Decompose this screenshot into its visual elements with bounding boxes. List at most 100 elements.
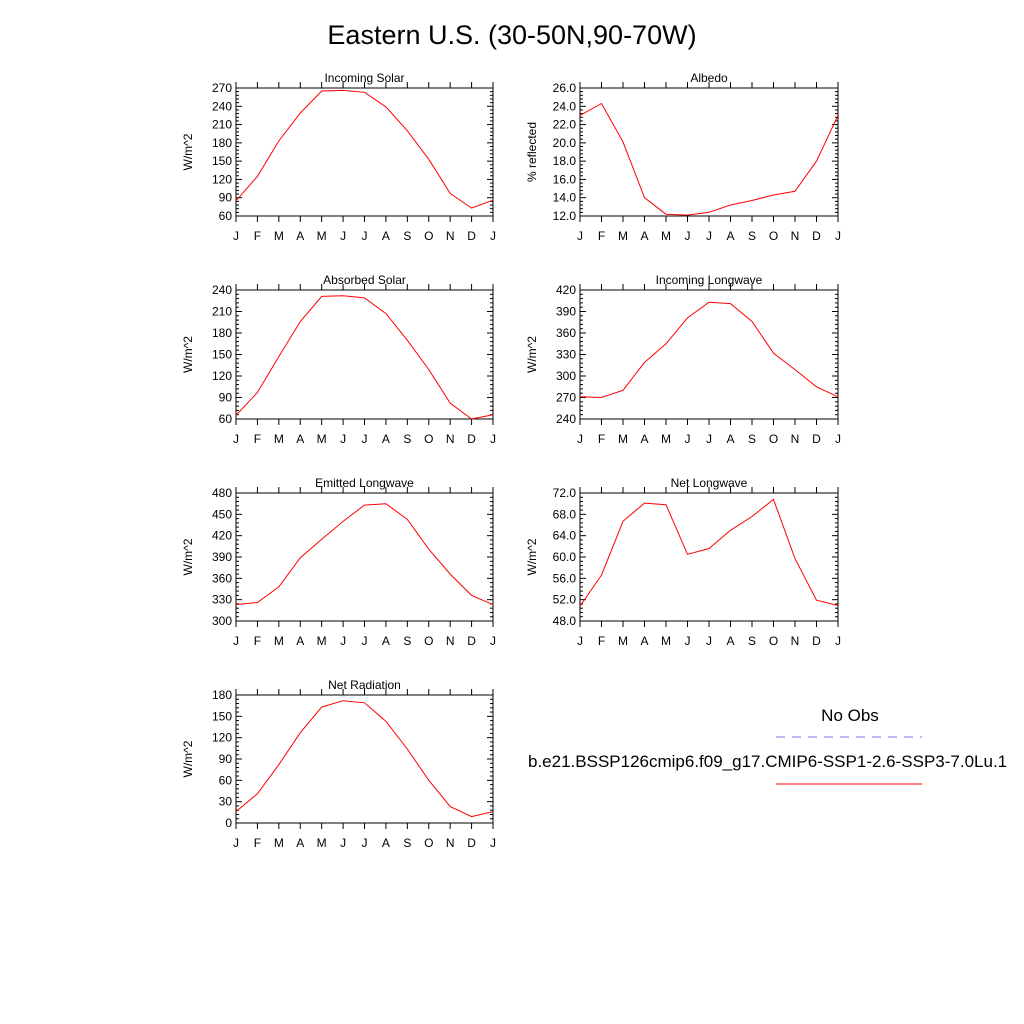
- plot-frame: [579, 289, 839, 420]
- x-tick-label: O: [424, 836, 433, 850]
- y-axis-label: W/m^2: [181, 336, 195, 373]
- x-tick-label: A: [726, 229, 734, 243]
- x-tick-label: D: [467, 634, 476, 648]
- x-tick-label: N: [446, 836, 455, 850]
- legend-model-label: b.e21.BSSP126cmip6.f09_g17.CMIP6-SSP1-2.…: [528, 752, 1008, 771]
- x-tick-label: J: [490, 229, 496, 243]
- x-tick-label: J: [835, 432, 841, 446]
- x-tick-label: M: [618, 634, 628, 648]
- y-tick-label: 26.0: [553, 81, 577, 95]
- chart-title: Net Longwave: [671, 476, 748, 490]
- y-tick-label: 120: [212, 731, 232, 745]
- x-tick-label: A: [296, 229, 304, 243]
- x-tick-label: F: [598, 432, 605, 446]
- x-tick-label: J: [685, 634, 691, 648]
- y-tick-label: 210: [212, 305, 232, 319]
- series-line-1: [235, 89, 494, 209]
- y-tick-label: 450: [212, 507, 232, 521]
- y-tick-label: 150: [212, 348, 232, 362]
- y-tick-label: 24.0: [553, 99, 577, 113]
- y-tick-label: 150: [212, 154, 232, 168]
- x-tick-label: J: [340, 836, 346, 850]
- y-tick-label: 16.0: [553, 172, 577, 186]
- y-axis-label: W/m^2: [181, 133, 195, 170]
- series-line-1: [235, 503, 494, 606]
- x-tick-label: J: [362, 634, 368, 648]
- x-tick-label: N: [791, 432, 800, 446]
- chart-panel-2: Albedo % reflected 12.0 14.0 16.0 18.0 20.0 22.…: [525, 71, 841, 243]
- x-tick-label: S: [748, 229, 756, 243]
- y-tick-label: 300: [556, 369, 576, 383]
- x-tick-label: N: [446, 432, 455, 446]
- plot-frame: [235, 694, 494, 824]
- x-tick-label: A: [640, 229, 648, 243]
- chart-panel-1: Incoming Solar W/m^2 60 90 120 150 180 210 240 27…: [181, 71, 496, 243]
- series-line-1: [235, 700, 494, 818]
- x-tick-label: J: [233, 229, 239, 243]
- x-tick-label: J: [490, 432, 496, 446]
- x-tick-label: D: [467, 432, 476, 446]
- x-tick-label: J: [577, 229, 583, 243]
- chart-title: Net Radiation: [328, 678, 401, 692]
- x-tick-label: A: [296, 836, 304, 850]
- y-tick-label: 180: [212, 136, 232, 150]
- plot-frame: [235, 492, 494, 622]
- x-tick-label: M: [274, 432, 284, 446]
- y-tick-label: 68.0: [553, 507, 577, 521]
- chart-title: Incoming Solar: [324, 71, 404, 85]
- x-tick-label: J: [233, 836, 239, 850]
- x-tick-label: A: [726, 634, 734, 648]
- x-tick-label: A: [640, 634, 648, 648]
- y-tick-label: 14.0: [553, 191, 577, 205]
- chart-title: Absorbed Solar: [323, 273, 406, 287]
- y-tick-label: 52.0: [553, 593, 577, 607]
- chart-title: Albedo: [690, 71, 728, 85]
- x-tick-label: J: [340, 229, 346, 243]
- y-tick-label: 180: [212, 688, 232, 702]
- x-tick-label: M: [274, 229, 284, 243]
- x-tick-label: F: [598, 634, 605, 648]
- x-tick-label: A: [382, 836, 390, 850]
- y-tick-label: 480: [212, 486, 232, 500]
- y-tick-label: 60: [219, 773, 233, 787]
- x-tick-label: O: [424, 229, 433, 243]
- legend-model-line: [776, 783, 922, 785]
- x-tick-label: D: [812, 634, 821, 648]
- x-tick-label: J: [490, 836, 496, 850]
- x-tick-label: A: [296, 634, 304, 648]
- x-tick-label: N: [791, 634, 800, 648]
- x-tick-label: J: [340, 432, 346, 446]
- x-tick-label: F: [254, 634, 261, 648]
- plot-frame: [579, 492, 839, 622]
- x-tick-label: M: [618, 229, 628, 243]
- y-tick-label: 270: [556, 391, 576, 405]
- y-tick-label: 0: [225, 816, 232, 830]
- y-tick-label: 390: [556, 305, 576, 319]
- x-tick-label: J: [577, 634, 583, 648]
- x-tick-label: N: [446, 634, 455, 648]
- x-tick-label: J: [706, 634, 712, 648]
- x-tick-label: J: [685, 432, 691, 446]
- plot-frame: [235, 289, 494, 420]
- y-axis-label: W/m^2: [181, 740, 195, 777]
- x-tick-label: M: [317, 229, 327, 243]
- x-tick-label: F: [598, 229, 605, 243]
- y-tick-label: 360: [212, 571, 232, 585]
- chart-panel-5: Emitted Longwave W/m^2 300 330 360 390 420 450 4…: [181, 476, 496, 648]
- y-axis-label: W/m^2: [181, 538, 195, 575]
- y-tick-label: 360: [556, 326, 576, 340]
- x-tick-label: M: [661, 432, 671, 446]
- y-tick-label: 12.0: [553, 209, 577, 223]
- y-tick-label: 240: [212, 99, 232, 113]
- x-tick-label: J: [233, 634, 239, 648]
- x-tick-label: J: [685, 229, 691, 243]
- x-tick-label: J: [490, 634, 496, 648]
- y-axis-label: W/m^2: [525, 336, 539, 373]
- x-tick-label: O: [424, 634, 433, 648]
- chart-title: Incoming Longwave: [656, 273, 763, 287]
- legend-obs-label: No Obs: [821, 706, 879, 725]
- y-tick-label: 240: [556, 412, 576, 426]
- y-tick-label: 210: [212, 118, 232, 132]
- x-tick-label: A: [382, 634, 390, 648]
